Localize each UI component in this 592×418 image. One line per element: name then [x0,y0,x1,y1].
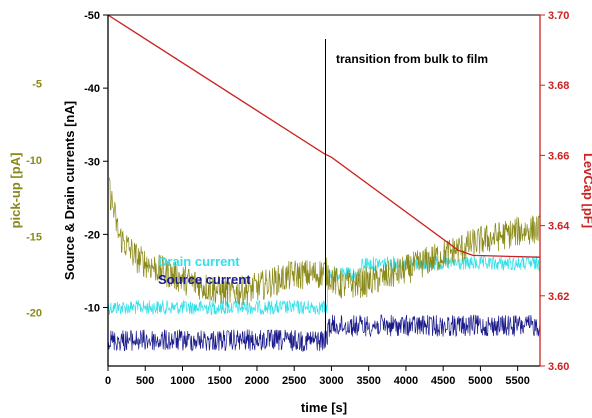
levcap-tick-label: 3.70 [548,10,569,22]
pickup-tick-label: -5 [32,79,42,91]
pickup-axis-title: pick-up [pA] [8,153,23,229]
x-axis-title: time [s] [301,400,347,415]
x-tick-label: 2000 [245,375,269,387]
levcap-tick-label: 3.66 [548,150,569,162]
axes-layer: transition from bulk to film Drain curren… [8,10,592,415]
transition-annotation: transition from bulk to film [336,52,488,66]
levcap-tick-label: 3.68 [548,80,569,92]
x-tick-label: 1000 [170,375,194,387]
plot-layer [107,14,541,353]
currents-tick-label: -20 [84,229,100,241]
legend-drain-label: Drain current [158,254,240,269]
pickup-series-line [109,177,541,308]
levcap-series-line [107,14,541,258]
levcap-tick-label: 3.62 [548,291,569,303]
pickup-tick-label: -10 [26,155,42,167]
legend-source-label: Source current [158,272,251,287]
x-tick-label: 3000 [319,375,343,387]
x-tick-label: 500 [136,375,154,387]
levcap-axis-title: LevCap [pF] [581,153,592,228]
x-tick-label: 4500 [431,375,455,387]
currents-tick-label: -50 [84,10,100,22]
pickup-tick-label: -15 [26,231,42,243]
x-tick-label: 5500 [505,375,529,387]
levcap-tick-label: 3.64 [548,221,570,233]
pickup-tick-label: -20 [26,308,42,320]
currents-axis-title: Source & Drain currents [nA] [62,101,77,280]
x-tick-label: 2500 [282,375,306,387]
currents-tick-label: -40 [84,83,100,95]
x-tick-label: 4000 [394,375,418,387]
source-current-series-line [107,314,541,353]
currents-tick-label: -30 [84,156,100,168]
currents-tick-label: -10 [84,303,100,315]
x-tick-label: 3500 [356,375,380,387]
drain-current-series-line [107,255,541,316]
x-tick-label: 1500 [207,375,231,387]
levcap-tick-label: 3.60 [548,361,569,373]
x-tick-label: 0 [105,375,111,387]
x-tick-label: 5000 [468,375,492,387]
